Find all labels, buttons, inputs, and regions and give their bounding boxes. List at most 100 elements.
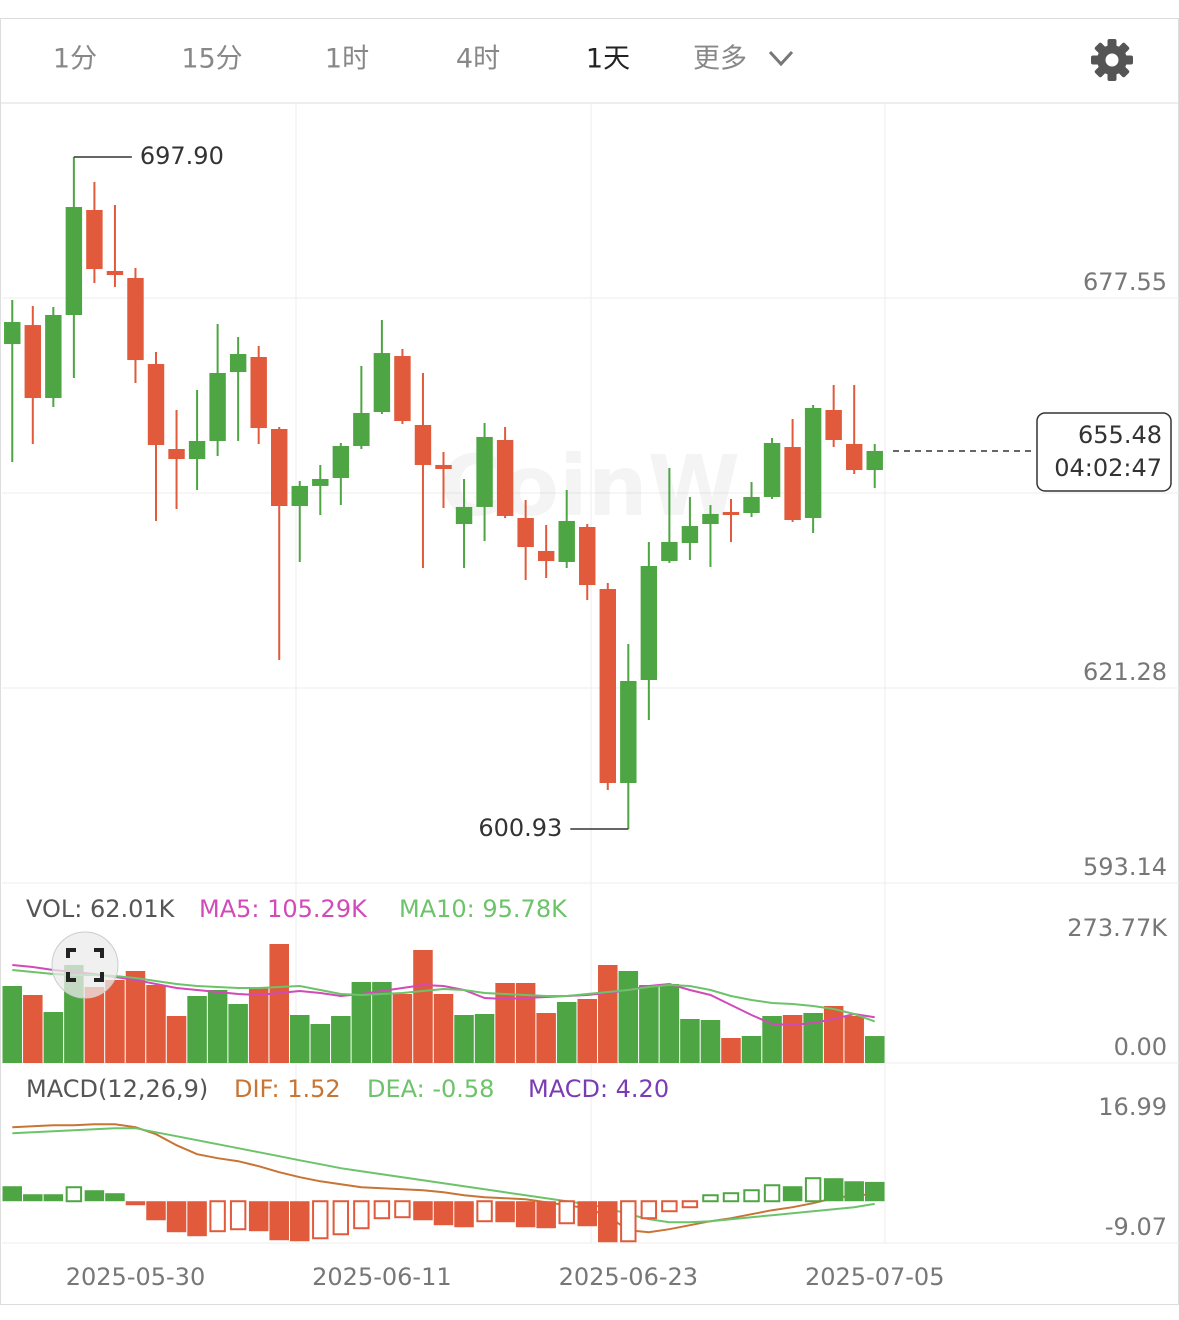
more-chevron[interactable] bbox=[768, 50, 794, 67]
histogram-bar bbox=[43, 1012, 64, 1063]
legend-entry: DEA: -0.58 bbox=[367, 1075, 494, 1103]
candle-body bbox=[250, 356, 267, 429]
histogram-bar bbox=[474, 1014, 495, 1063]
histogram-bar bbox=[702, 1194, 719, 1203]
histogram-bar bbox=[823, 1006, 844, 1063]
candle-body bbox=[845, 443, 863, 471]
candle-body bbox=[743, 496, 760, 513]
histogram-bar bbox=[209, 1200, 226, 1233]
legend-entry: MA10: 95.78K bbox=[399, 895, 568, 923]
candle-body bbox=[312, 478, 329, 486]
histogram-bar bbox=[394, 1200, 411, 1219]
indicator-title: MACD(12,26,9) bbox=[26, 1075, 208, 1103]
histogram-bar bbox=[577, 998, 597, 1063]
histogram-bar bbox=[823, 1178, 844, 1202]
histogram-bar bbox=[23, 995, 43, 1063]
histogram-bar bbox=[515, 1201, 536, 1228]
histogram-bar bbox=[721, 1037, 741, 1063]
fullscreen-button[interactable] bbox=[51, 931, 119, 999]
indicator-line bbox=[12, 964, 875, 1027]
y-tick-label: -9.07 bbox=[1105, 1213, 1167, 1241]
candle-body bbox=[537, 550, 555, 562]
histogram-bar bbox=[741, 1035, 762, 1063]
histogram-bar bbox=[639, 984, 659, 1063]
candle-body bbox=[620, 680, 637, 783]
interval-tab[interactable]: 15分 bbox=[181, 44, 242, 75]
candle-body bbox=[599, 589, 616, 783]
histogram-bar bbox=[558, 1200, 575, 1225]
histogram-bar bbox=[125, 1201, 146, 1206]
histogram-bar bbox=[763, 1184, 781, 1203]
candle-body bbox=[496, 440, 514, 516]
frame bbox=[0, 18, 1179, 1305]
interval-tab[interactable]: 4时 bbox=[456, 44, 500, 75]
candle-body bbox=[558, 520, 575, 562]
histogram-bar bbox=[515, 982, 536, 1063]
candle-body bbox=[825, 410, 842, 441]
histogram-bar bbox=[187, 1201, 207, 1237]
histogram-bar bbox=[353, 1200, 370, 1230]
interval-tab[interactable]: 1时 bbox=[325, 44, 369, 75]
histogram-bar bbox=[207, 990, 228, 1063]
histogram-bar bbox=[598, 964, 618, 1063]
candle-body bbox=[65, 207, 83, 315]
histogram-bar bbox=[681, 1200, 699, 1209]
histogram-bar bbox=[864, 1181, 885, 1202]
histogram-bar bbox=[433, 994, 454, 1063]
histogram-bar bbox=[2, 1186, 23, 1202]
histogram-bar bbox=[310, 1024, 331, 1063]
candle-body bbox=[45, 314, 62, 399]
indicator-line bbox=[12, 969, 876, 1023]
interval-tab[interactable]: 1天 bbox=[586, 44, 630, 75]
interval-tabs: 1分 15分 1时 4时 1天 更多 bbox=[53, 44, 747, 75]
histogram-bar bbox=[65, 1186, 83, 1203]
candle-body bbox=[127, 277, 144, 361]
histogram-bar bbox=[804, 1177, 822, 1203]
histogram-bar bbox=[2, 985, 23, 1063]
candle-body bbox=[24, 325, 42, 399]
histogram-bar bbox=[43, 1194, 64, 1202]
histogram-bar bbox=[536, 1201, 556, 1229]
histogram-bar bbox=[146, 1201, 166, 1221]
settings-gear[interactable] bbox=[1091, 39, 1133, 81]
histogram-bar bbox=[331, 1015, 351, 1063]
legend-entry: MA5: 105.29K bbox=[199, 895, 368, 923]
countdown: 04:02:47 bbox=[1054, 454, 1162, 482]
histogram-bar bbox=[105, 980, 125, 1063]
histogram-bar bbox=[351, 981, 372, 1063]
interval-tab[interactable]: 更多 bbox=[693, 44, 747, 75]
y-tick-label: 677.55 bbox=[1083, 268, 1167, 296]
candle-body bbox=[455, 506, 473, 525]
candle-body bbox=[168, 449, 185, 460]
histogram-bar bbox=[248, 1201, 269, 1232]
histogram-bar bbox=[659, 983, 680, 1063]
candle-body bbox=[271, 428, 288, 506]
histogram-bar bbox=[640, 1200, 658, 1220]
candle-body bbox=[866, 450, 883, 471]
candle-body bbox=[579, 526, 596, 585]
interval-tab[interactable]: 1分 bbox=[53, 44, 97, 75]
histogram-bar bbox=[125, 970, 146, 1063]
histogram-bar bbox=[762, 1015, 782, 1063]
candle-body bbox=[784, 447, 801, 520]
histogram-bar bbox=[556, 1001, 577, 1063]
histogram-bar bbox=[433, 1201, 454, 1226]
histogram-bar bbox=[495, 1201, 515, 1223]
candle-body bbox=[414, 424, 432, 465]
histogram-bar bbox=[248, 987, 269, 1063]
histogram-bar bbox=[146, 984, 166, 1063]
histogram-bar bbox=[269, 944, 289, 1063]
extreme-label: 600.93 bbox=[478, 814, 562, 842]
histogram-bar bbox=[228, 1003, 248, 1063]
candle-body bbox=[722, 512, 740, 516]
histogram-bar bbox=[782, 1014, 803, 1063]
histogram-bar bbox=[413, 949, 433, 1063]
histogram-bar bbox=[476, 1200, 493, 1223]
histogram-bar bbox=[844, 1181, 864, 1202]
x-tick-label: 2025-05-30 bbox=[66, 1263, 205, 1291]
extreme-label: 697.90 bbox=[140, 142, 224, 170]
legend-entry: VOL: 62.01K bbox=[26, 895, 176, 923]
candle-body bbox=[394, 356, 411, 422]
legend-entry: DIF: 1.52 bbox=[234, 1075, 341, 1103]
histogram-bar bbox=[392, 994, 413, 1063]
